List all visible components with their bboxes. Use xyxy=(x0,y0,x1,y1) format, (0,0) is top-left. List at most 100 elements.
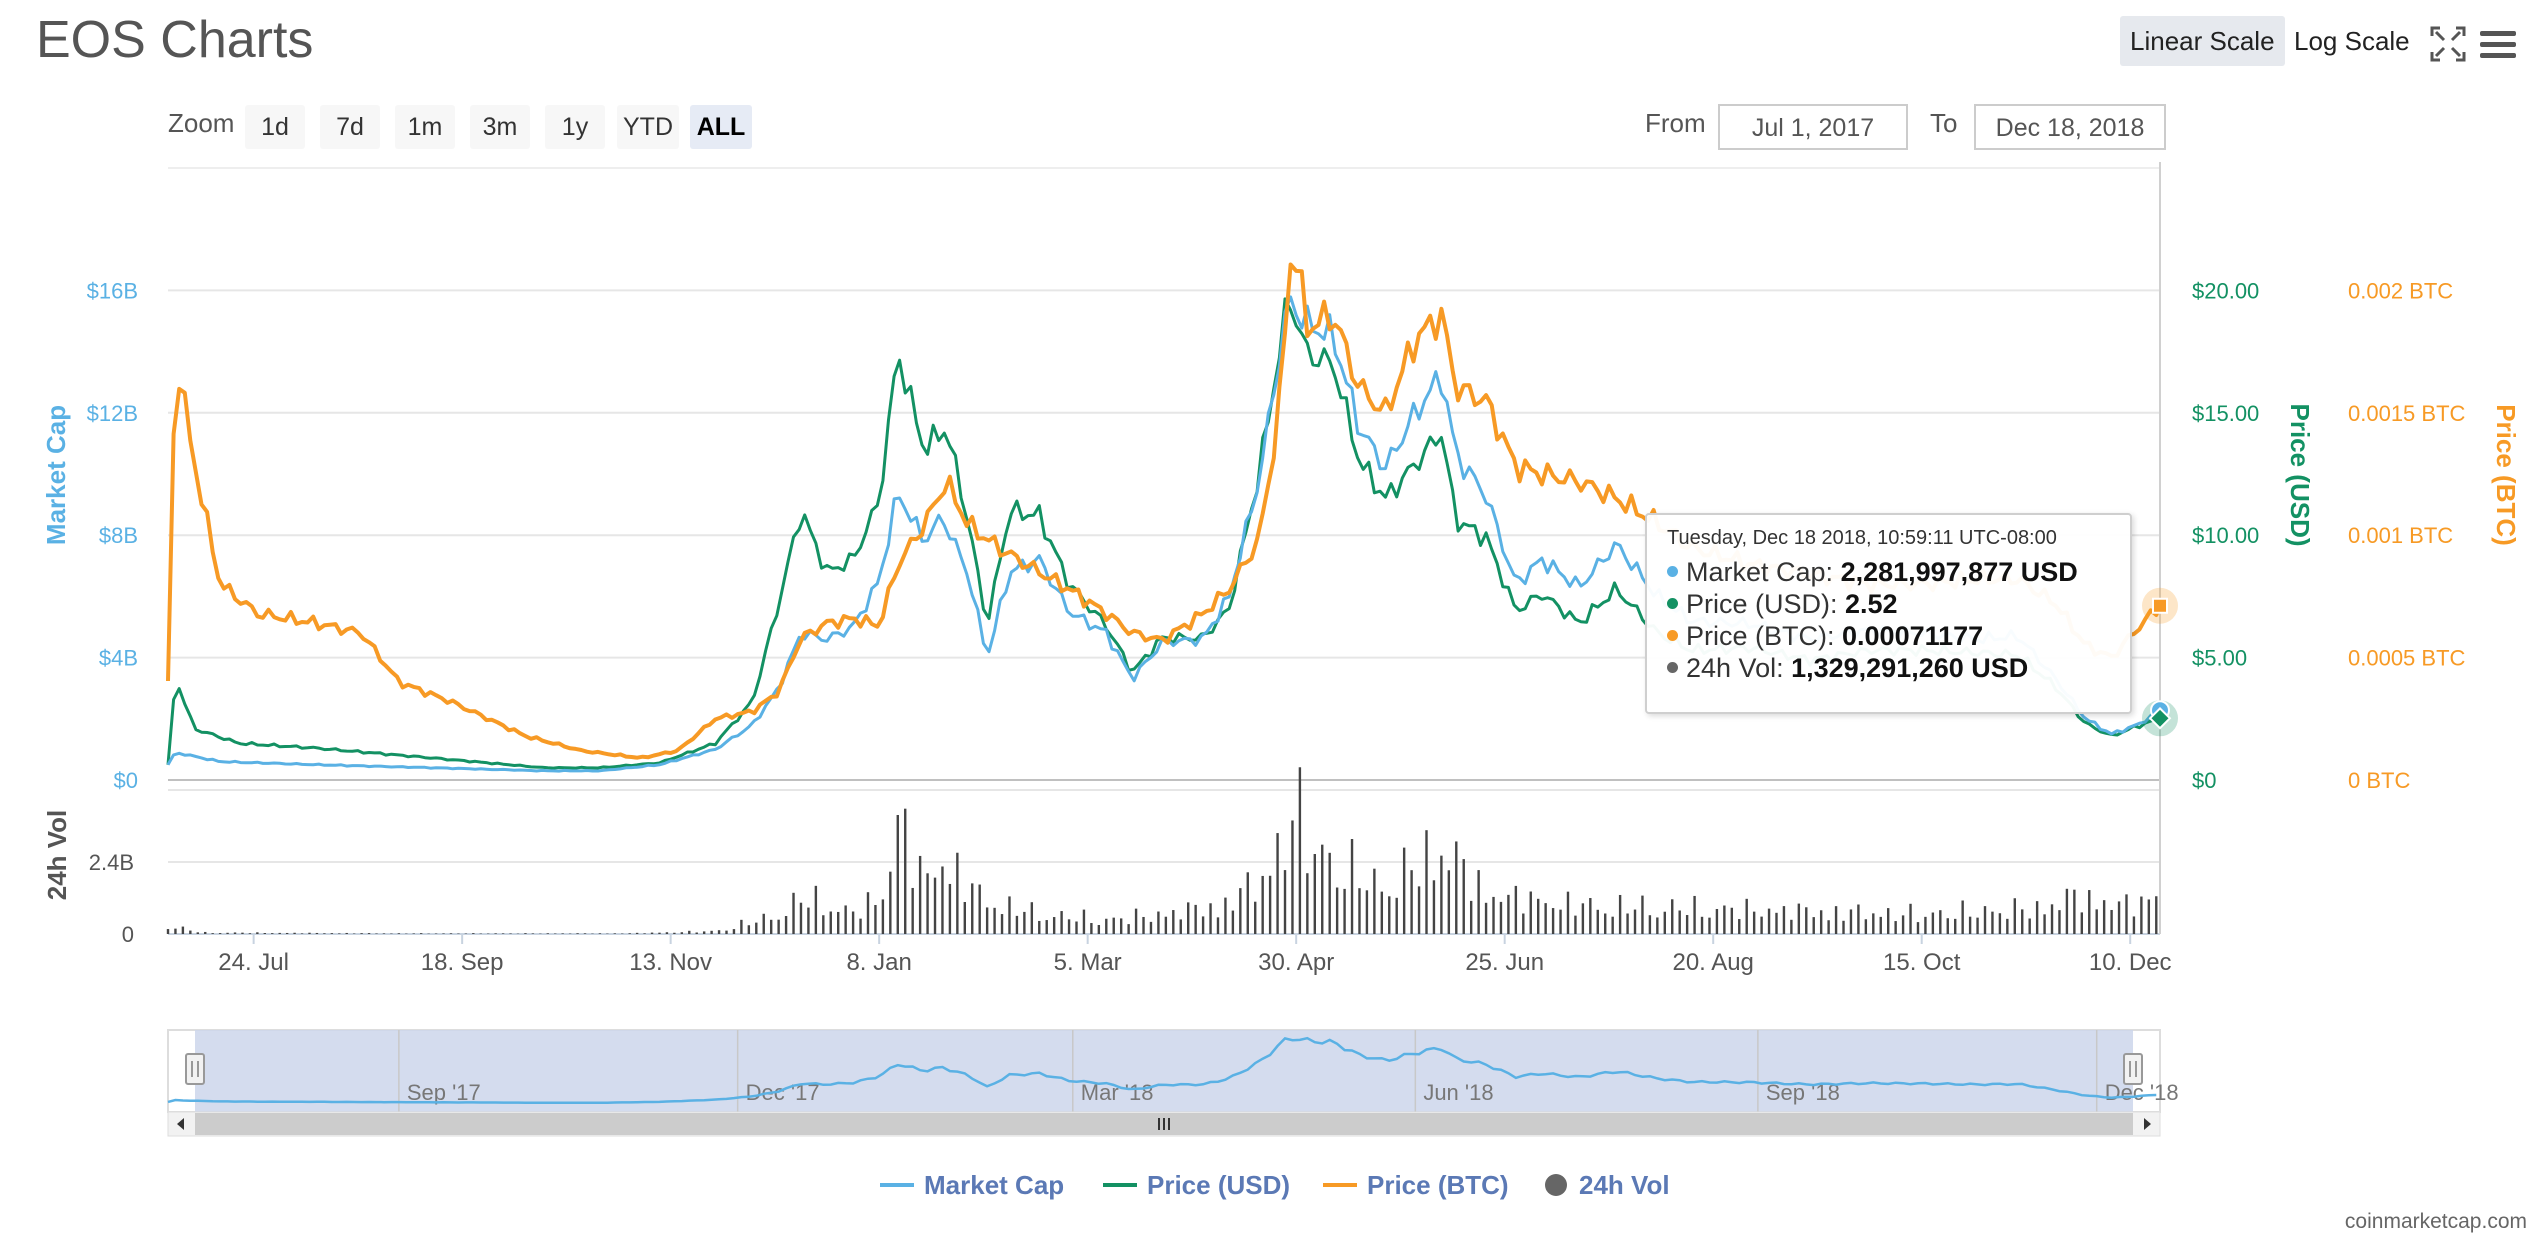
volume-bar xyxy=(851,911,855,934)
volume-bar xyxy=(1611,916,1614,934)
price-usd-axis-title: Price (USD) xyxy=(2285,403,2315,546)
volume-bar xyxy=(1641,895,1644,934)
volume-bar xyxy=(1075,921,1078,934)
volume-bar xyxy=(1119,918,1123,934)
volume-bar xyxy=(524,933,527,934)
price-usd-tick-label: $0 xyxy=(2192,768,2216,793)
volume-bar xyxy=(1708,917,1711,934)
price-btc-tick-label: 0.0005 BTC xyxy=(2348,646,2466,671)
volume-bar xyxy=(1723,905,1726,934)
volume-bar xyxy=(323,933,326,934)
volume-bar xyxy=(933,877,937,934)
volume-bar xyxy=(2140,896,2143,934)
to-label: To xyxy=(1930,108,1958,138)
volume-bar xyxy=(2095,909,2098,934)
volume-bar xyxy=(442,933,445,934)
scroll-left-arrow-icon[interactable] xyxy=(177,1118,184,1130)
linear-scale-button[interactable]: Linear Scale xyxy=(2120,16,2285,66)
log-scale-button[interactable]: Log Scale xyxy=(2294,26,2410,56)
volume-bar xyxy=(1209,903,1212,934)
zoom-1m-button[interactable]: 1m xyxy=(395,105,455,149)
volume-bar xyxy=(926,873,929,934)
zoom-7d-button[interactable]: 7d xyxy=(320,105,380,149)
volume-bar xyxy=(1350,839,1354,934)
legend-label: Price (BTC) xyxy=(1367,1169,1509,1200)
legend-dot-icon xyxy=(1545,1174,1567,1196)
volume-bar xyxy=(1991,911,1994,934)
volume-bar xyxy=(1998,913,2002,934)
navigator-selection[interactable] xyxy=(195,1030,2133,1112)
navigator-left-handle[interactable] xyxy=(185,1053,205,1085)
menu-icon[interactable] xyxy=(2478,24,2518,64)
volume-bar xyxy=(1157,911,1160,934)
volume-bar xyxy=(1194,904,1197,934)
volume-bar xyxy=(1060,911,1063,934)
price-btc-axis-title: Price (BTC) xyxy=(2491,404,2521,546)
volume-bar xyxy=(702,931,706,934)
volume-bar xyxy=(1410,870,1413,934)
volume-bar xyxy=(1946,918,1949,934)
volume-bar xyxy=(1067,919,1071,934)
volume-bar xyxy=(1886,908,1890,934)
volume-bar xyxy=(1805,907,1808,934)
zoom-all-button[interactable]: ALL xyxy=(690,105,752,149)
volume-bar xyxy=(583,933,587,934)
volume-bar xyxy=(1447,870,1451,934)
volume-bar xyxy=(1581,903,1585,934)
volume-bar xyxy=(740,919,743,934)
volume-bar xyxy=(367,933,371,934)
volume-bar xyxy=(725,930,728,934)
x-tick-label: 18. Sep xyxy=(421,949,504,976)
volume-bar xyxy=(2006,918,2009,934)
volume-tick-label: 2.4B xyxy=(89,850,134,875)
volume-bar xyxy=(449,933,453,934)
volume-bar xyxy=(1589,898,1592,934)
navigator-tick-label: Sep '17 xyxy=(407,1080,481,1105)
volume-bar xyxy=(233,932,237,934)
legend-item-price-usd[interactable]: Price (USD) xyxy=(1103,1165,1290,1205)
zoom-ytd-button[interactable]: YTD xyxy=(617,105,679,149)
tooltip-label: Price (USD): xyxy=(1686,589,1846,619)
from-date-input[interactable]: Jul 1, 2017 xyxy=(1718,104,1908,150)
volume-bar xyxy=(1797,903,1801,934)
zoom-1y-button[interactable]: 1y xyxy=(545,105,605,149)
tooltip-row: Price (USD): 2.52 xyxy=(1667,588,2110,620)
scroll-right-arrow-icon[interactable] xyxy=(2144,1118,2151,1130)
volume-bar xyxy=(1983,906,1987,934)
axes: $0 $4B $8B $12B $16B $0 $5.00 $10.00 $15.00 $20.0… xyxy=(41,278,2521,976)
volume-bar xyxy=(330,933,334,934)
volume-bar xyxy=(1276,833,1279,934)
volume-bar xyxy=(911,887,914,934)
zoom-1d-button[interactable]: 1d xyxy=(245,105,305,149)
legend-item-market-cap[interactable]: Market Cap xyxy=(880,1165,1064,1205)
navigator-series-line xyxy=(167,1036,2157,1105)
navigator[interactable]: Sep '17 Dec '17 Mar '18 Jun '18 Sep '18 Dec '… xyxy=(167,1029,2179,1137)
volume-bar xyxy=(799,902,803,934)
volume-bar xyxy=(419,933,423,934)
volume-bar xyxy=(308,932,311,934)
credit-link[interactable]: coinmarketcap.com xyxy=(2344,1210,2527,1233)
volume-bar xyxy=(747,925,751,934)
volume-bar xyxy=(1477,870,1480,934)
volume-bar xyxy=(1864,919,1868,934)
legend-item-24h-vol[interactable]: 24h Vol xyxy=(1545,1165,1670,1205)
legend-line-icon xyxy=(1323,1183,1357,1187)
volume-bar xyxy=(1507,894,1510,934)
volume-bar xyxy=(1231,910,1235,934)
volume-bar xyxy=(1715,908,1719,934)
volume-bar xyxy=(1030,902,1034,934)
volume-bar xyxy=(1321,844,1324,934)
to-date-input[interactable]: Dec 18, 2018 xyxy=(1974,104,2166,150)
volume-bar xyxy=(866,892,870,934)
x-tick-label: 30. Apr xyxy=(1258,949,1334,976)
zoom-3m-button[interactable]: 3m xyxy=(470,105,530,149)
volume-bar xyxy=(963,902,966,934)
legend-item-price-btc[interactable]: Price (BTC) xyxy=(1323,1165,1509,1205)
volume-bar xyxy=(1857,904,1860,934)
volume-bar xyxy=(1402,847,1406,934)
volume-bar xyxy=(1812,917,1815,934)
fullscreen-icon[interactable] xyxy=(2428,24,2468,64)
navigator-right-handle[interactable] xyxy=(2123,1053,2143,1085)
x-tick-label: 20. Aug xyxy=(1672,949,1753,976)
volume-bar xyxy=(226,932,229,934)
